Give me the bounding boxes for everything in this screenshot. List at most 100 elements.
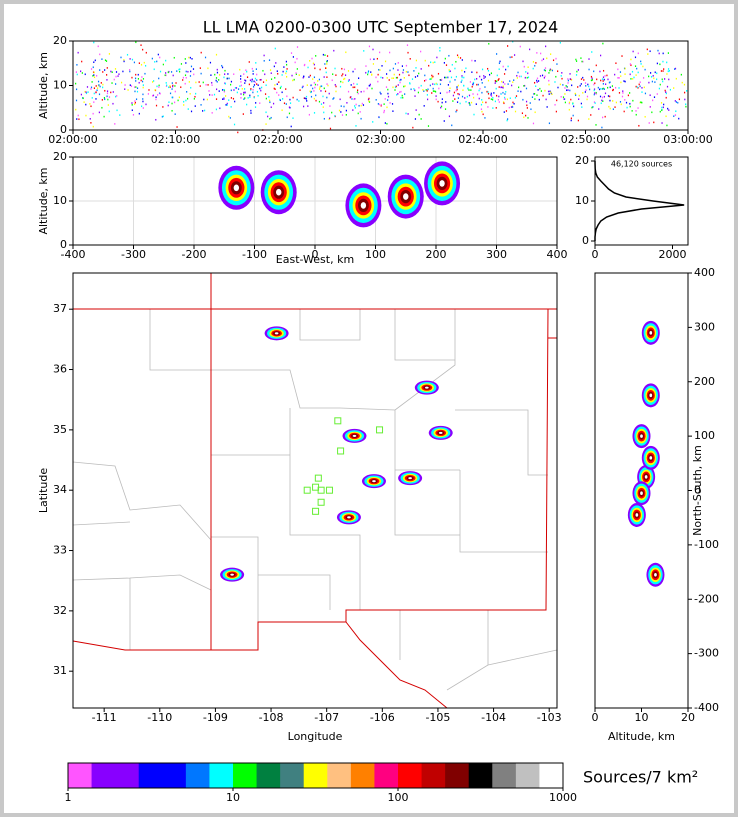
density-ring <box>640 491 643 496</box>
source-dot <box>636 86 638 89</box>
source-dot <box>198 81 200 83</box>
source-dot <box>550 91 552 94</box>
source-dot <box>377 73 379 76</box>
source-dot <box>472 81 475 84</box>
source-dot <box>105 60 108 62</box>
source-dot <box>83 101 85 103</box>
source-dot <box>651 80 653 83</box>
panel: -111 -110 -109 -108 -107 -106 -105 -104 -103 31 32… <box>37 302 562 743</box>
source-dot <box>620 103 622 106</box>
source-dot <box>662 70 664 72</box>
source-dot <box>656 93 658 95</box>
source-dot <box>461 69 463 72</box>
source-dot <box>158 86 160 88</box>
source-dot <box>649 50 651 53</box>
source-dot <box>384 60 387 63</box>
source-dot <box>310 95 313 98</box>
source-dot <box>500 86 502 89</box>
source-dot <box>91 81 93 83</box>
source-dot <box>318 78 321 81</box>
source-dot <box>322 106 324 108</box>
source-dot <box>248 61 250 63</box>
source-dot <box>584 82 587 84</box>
source-dot <box>594 82 596 85</box>
source-dot <box>345 51 347 54</box>
source-dot <box>430 61 432 64</box>
source-dot <box>182 79 184 81</box>
source-dot <box>250 88 252 90</box>
source-dot <box>286 116 288 119</box>
x-tick-label: -108 <box>259 711 284 724</box>
x-tick-label: -105 <box>425 711 450 724</box>
source-dot <box>152 94 154 97</box>
source-dot <box>527 72 529 75</box>
source-dot <box>397 93 399 95</box>
source-dot <box>315 94 317 97</box>
source-dot <box>314 83 317 86</box>
source-dot <box>134 90 136 93</box>
source-dot <box>223 90 225 93</box>
source-dot <box>367 73 369 76</box>
source-dot <box>614 106 616 108</box>
source-dot <box>234 87 236 89</box>
source-dot <box>325 71 327 74</box>
source-dot <box>624 99 626 101</box>
source-dot <box>470 101 473 104</box>
source-dot <box>455 60 457 63</box>
source-dot <box>134 77 137 80</box>
source-dot <box>209 94 211 96</box>
color-swatch <box>468 763 493 788</box>
source-dot <box>653 77 655 80</box>
source-dot <box>502 65 504 68</box>
source-dot <box>539 87 541 90</box>
source-dot <box>295 72 297 74</box>
source-dot <box>496 74 498 77</box>
source-dot <box>644 115 646 118</box>
source-dot <box>246 103 248 106</box>
source-dot <box>360 90 362 93</box>
source-dot <box>554 81 556 83</box>
source-dot <box>209 61 212 64</box>
source-dot <box>459 102 461 105</box>
source-dot <box>595 64 597 67</box>
source-dot <box>675 101 678 103</box>
source-dot <box>490 72 493 75</box>
source-dot <box>644 92 647 95</box>
source-dot <box>635 110 637 112</box>
source-dot <box>461 59 463 61</box>
source-dot <box>600 79 602 82</box>
source-dot <box>285 72 287 75</box>
source-dot <box>252 85 255 88</box>
source-dot <box>398 73 401 76</box>
source-dot <box>665 92 667 95</box>
source-dot <box>481 98 483 101</box>
source-dot <box>423 80 426 82</box>
source-dot <box>559 83 561 86</box>
source-dot <box>534 98 536 100</box>
station <box>325 486 333 494</box>
source-dot <box>228 77 230 80</box>
source-dot <box>159 92 161 95</box>
source-dot <box>549 69 551 72</box>
source-dot <box>90 86 93 89</box>
source-dot <box>603 78 605 81</box>
source-dot <box>465 100 467 103</box>
source-dot <box>603 88 605 90</box>
source-dot <box>509 80 511 82</box>
source-dot <box>252 70 254 72</box>
source-dot <box>211 84 213 86</box>
source-dot <box>303 64 306 67</box>
source-dot <box>131 109 133 112</box>
source-dot <box>584 91 586 93</box>
source-dot <box>375 99 377 101</box>
source-dot <box>488 97 490 100</box>
source-dot <box>378 116 380 119</box>
source-dot <box>141 105 143 108</box>
source-dot <box>629 102 631 105</box>
source-dot <box>677 101 679 104</box>
source-dot <box>200 51 202 54</box>
source-dot <box>174 85 176 87</box>
x-tick-label: 02:40:00 <box>458 133 507 146</box>
source-dot <box>626 106 628 109</box>
source-dot <box>526 76 528 79</box>
